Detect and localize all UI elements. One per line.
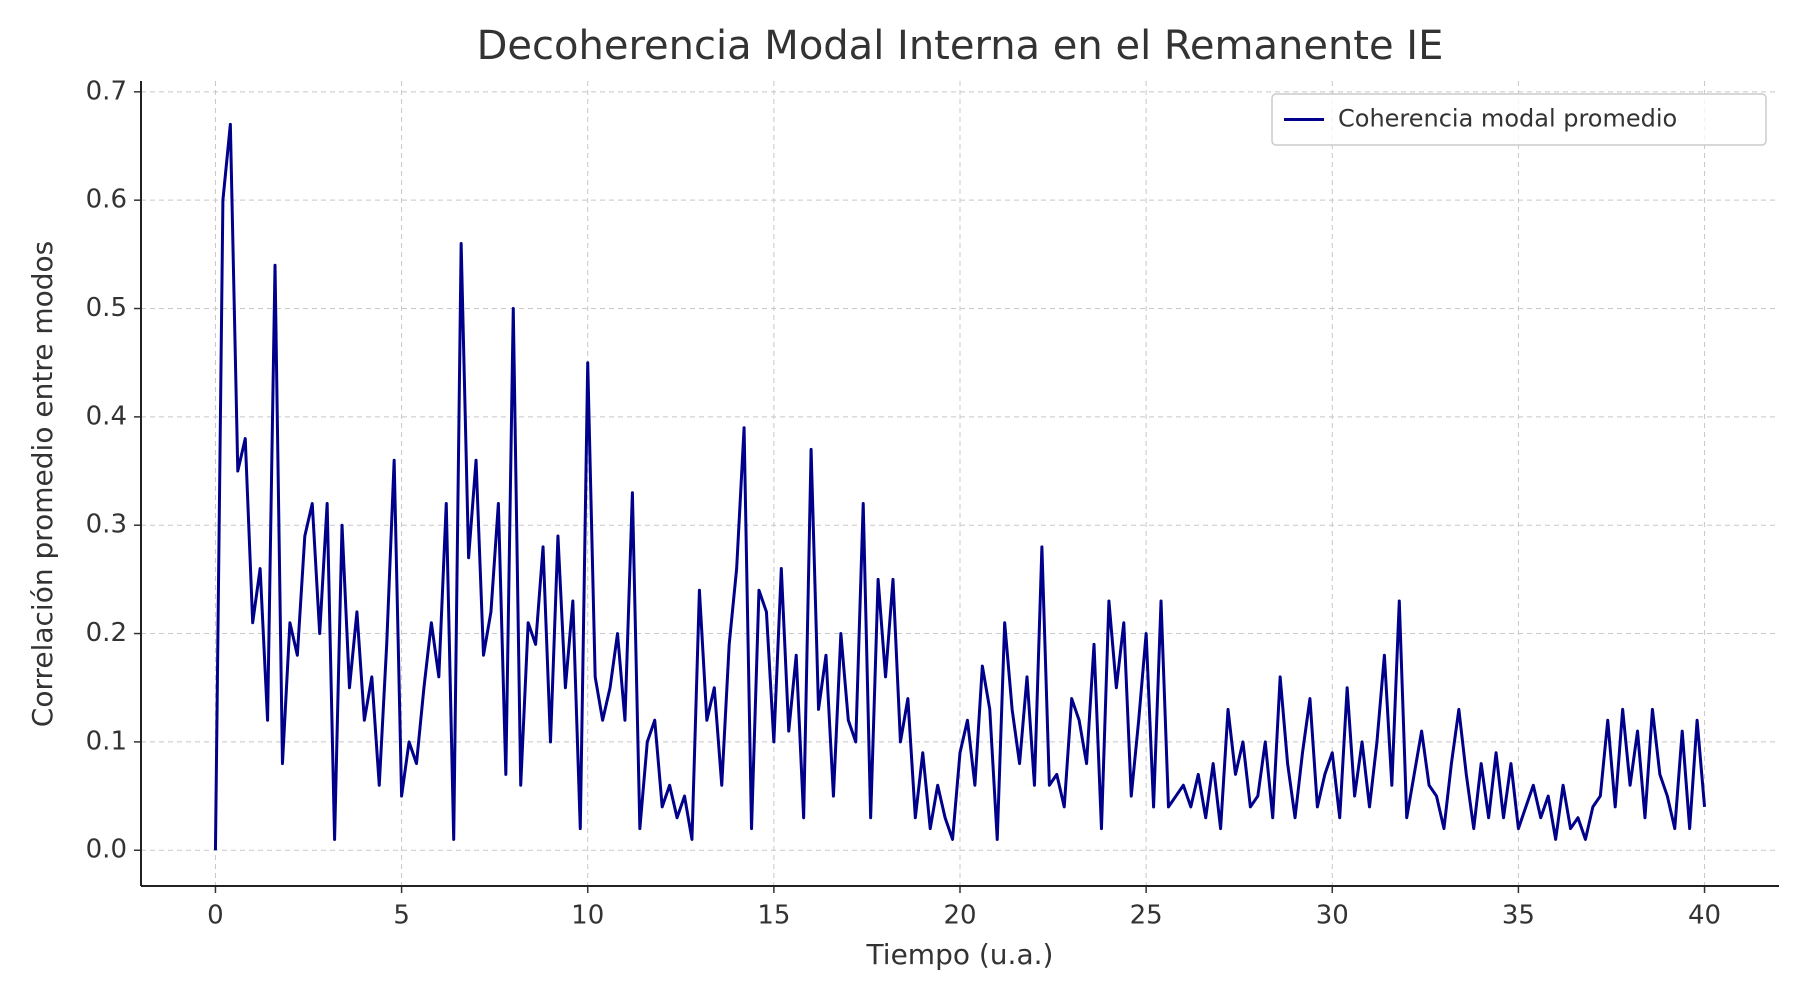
y-tick-label: 0.1: [86, 726, 127, 756]
x-tick-label: 5: [393, 901, 410, 931]
y-tick-label: 0.7: [86, 76, 127, 106]
y-tick-label: 0.6: [86, 185, 127, 215]
chart-title: Decoherencia Modal Interna en el Remanen…: [477, 23, 1444, 69]
data-line: [213, 122, 1707, 851]
x-tick-label: 20: [943, 901, 976, 931]
y-tick-label: 0.2: [86, 618, 127, 648]
y-tick-label: 0.3: [86, 510, 127, 540]
x-tick-label: 40: [1688, 901, 1721, 931]
y-tick-label: 0.0: [86, 835, 127, 865]
y-axis-label: Correlación promedio entre modos: [26, 241, 59, 727]
x-tick-label: 25: [1130, 901, 1163, 931]
x-tick-label: 30: [1316, 901, 1349, 931]
legend-label: Coherencia modal promedio: [1338, 105, 1677, 133]
legend-box: [1271, 93, 1767, 146]
y-tick-label: 0.4: [86, 401, 127, 431]
x-tick-label: 10: [571, 901, 604, 931]
x-axis-label: Tiempo (u.a.): [866, 938, 1054, 971]
x-tick-label: 0: [207, 901, 224, 931]
x-tick-label: 15: [757, 901, 790, 931]
y-tick-label: 0.5: [86, 293, 127, 323]
x-tick-label: 35: [1502, 901, 1535, 931]
